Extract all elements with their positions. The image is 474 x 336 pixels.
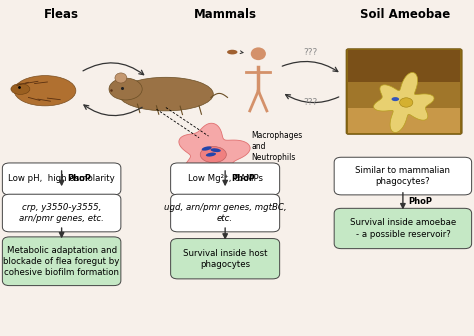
Ellipse shape: [206, 153, 216, 157]
Ellipse shape: [227, 50, 237, 54]
Ellipse shape: [392, 97, 399, 101]
Ellipse shape: [118, 77, 213, 111]
FancyBboxPatch shape: [348, 50, 460, 82]
Ellipse shape: [109, 78, 142, 100]
Polygon shape: [374, 73, 434, 132]
FancyBboxPatch shape: [171, 194, 280, 232]
Text: PhoP: PhoP: [231, 174, 255, 183]
Text: Metabolic adaptation and
blockade of flea foregut by
cohesive biofilm formation: Metabolic adaptation and blockade of fle…: [3, 246, 120, 277]
Text: Low Mg²⁺, CAMPs: Low Mg²⁺, CAMPs: [188, 174, 263, 183]
Ellipse shape: [14, 76, 76, 106]
Text: ???: ???: [303, 98, 318, 107]
Ellipse shape: [210, 148, 221, 152]
Text: Fleas: Fleas: [44, 8, 79, 22]
Text: PhoP: PhoP: [67, 174, 91, 183]
Text: crp, y3550-y3555,
arn/pmr genes, etc.: crp, y3550-y3555, arn/pmr genes, etc.: [19, 203, 104, 223]
FancyBboxPatch shape: [171, 163, 280, 195]
FancyBboxPatch shape: [334, 157, 472, 195]
Text: Survival inside host
phagocytes: Survival inside host phagocytes: [183, 249, 267, 269]
FancyBboxPatch shape: [334, 208, 472, 249]
Text: ???: ???: [303, 48, 318, 56]
FancyBboxPatch shape: [346, 49, 462, 134]
FancyBboxPatch shape: [2, 194, 121, 232]
FancyBboxPatch shape: [171, 239, 280, 279]
Text: Macrophages
and
Neutrophils: Macrophages and Neutrophils: [251, 131, 302, 162]
Ellipse shape: [200, 146, 227, 163]
Ellipse shape: [115, 73, 127, 83]
Text: PhoP: PhoP: [409, 197, 433, 206]
Ellipse shape: [251, 47, 266, 60]
Text: Survival inside amoebae
- a possible reservoir?: Survival inside amoebae - a possible res…: [350, 218, 456, 239]
FancyBboxPatch shape: [2, 163, 121, 195]
Ellipse shape: [201, 146, 212, 151]
FancyBboxPatch shape: [348, 82, 460, 108]
Ellipse shape: [400, 98, 413, 107]
Text: Low pH,  high osmolarity: Low pH, high osmolarity: [8, 174, 115, 183]
Text: Mammals: Mammals: [194, 8, 256, 22]
FancyBboxPatch shape: [2, 237, 121, 286]
Text: ugd, arn/pmr genes, mgtBC,
etc.: ugd, arn/pmr genes, mgtBC, etc.: [164, 203, 286, 223]
Polygon shape: [179, 123, 250, 180]
Text: Similar to mammalian
phagocytes?: Similar to mammalian phagocytes?: [356, 166, 450, 186]
Ellipse shape: [11, 84, 30, 94]
Text: Soil Ameobae: Soil Ameobae: [360, 8, 450, 22]
FancyBboxPatch shape: [348, 108, 460, 133]
